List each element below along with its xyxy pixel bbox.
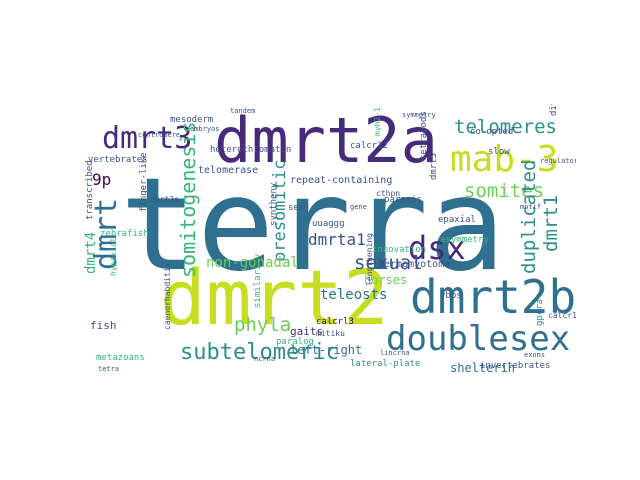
word-regulatory: regulatory (540, 157, 576, 165)
word-doublesex: doublesex (386, 319, 571, 359)
word-paraxis: paraxis (384, 195, 422, 205)
word-dmrt1: dmrt1 (540, 194, 562, 252)
word-ncrna: ncrna (254, 355, 276, 363)
word-lengthening: lengthening (365, 233, 374, 286)
word-dmrt2b: dmrt2b (410, 270, 576, 324)
word-vertebrates: vertebrates (88, 155, 148, 165)
word-dmrt4: dmrt4 (83, 231, 99, 274)
word-terra: terra (120, 151, 506, 300)
word-symmetry: symmetry (402, 111, 436, 119)
word-asymmetry: asymmetry (440, 235, 489, 245)
word-invertebrates: invertebrates (480, 361, 551, 371)
word-telomeres: telomeres (454, 116, 557, 138)
word-centromere: centromere (138, 131, 181, 139)
word-calcr1: calcr1 (548, 311, 576, 320)
word-dmrt2: dmrt2 (160, 253, 389, 342)
word-teleosts: teleosts (320, 287, 388, 303)
word-gaits: gaits (290, 325, 324, 338)
word-myh2-1: myh2-1 (373, 107, 382, 136)
word-subtelomeric: subtelomeric (180, 340, 339, 365)
word-mab-3: mab-3 (450, 139, 559, 180)
word-telomerase: telomerase (198, 165, 259, 176)
word-somites: somites (464, 180, 545, 202)
word-metazoans: metazoans (96, 353, 145, 363)
word-duplicated: duplicated (518, 159, 540, 274)
word-gene: gene (350, 203, 367, 211)
word-hypaxial: hypaxial (109, 237, 118, 276)
word-phyla: phyla (234, 314, 292, 336)
word-sexual: sexual (354, 252, 423, 274)
word-zebrafish: zebrafish (100, 229, 149, 239)
word-dmrta1: dmrta1 (308, 230, 366, 249)
word-cthpn: cthpn (376, 189, 401, 198)
word-lateral-plate: lateral-plate (350, 359, 421, 369)
word-repeat-containing: repeat-containing (290, 175, 393, 186)
word-left-right: left-right (290, 343, 363, 357)
word-shelterin: shelterin (450, 361, 516, 375)
word-heterochromatin: heterochromatin (210, 145, 292, 155)
word-motif: motif (520, 203, 542, 211)
word-dmrt3a: dmrt3a (150, 195, 179, 204)
word-caenorhabditis: caenorhabditis (163, 262, 172, 330)
word-9p: 9p (92, 170, 112, 189)
word-similarity: similarity (253, 253, 263, 308)
word-exons: exons (524, 351, 546, 359)
word-syntheny: syntheny (269, 182, 279, 226)
word-mesoderm: mesoderm (170, 115, 214, 125)
word-finger-like: finger-like (139, 152, 149, 212)
word-non-gonadal: non-gonadal (206, 255, 299, 271)
word-horses: horses (364, 273, 408, 287)
word-dsx: dsx (408, 229, 466, 267)
word-fish: fish (90, 319, 117, 332)
word-tandem: tandem (230, 107, 256, 115)
word-uuaggg: uuaggg (312, 219, 345, 229)
word-dmrt5: dmrt5 (429, 152, 439, 180)
word-divergence: divergence (549, 104, 559, 116)
wordcloud-canvas: terra dmrt2a dmrt2 dmrt2b doublesex mab-… (80, 104, 576, 376)
word-dermomyotome: dermomyotome (378, 259, 451, 270)
word-dmrt2a: dmrt2a (214, 104, 438, 177)
word-somitogenesis: somitogenesis (176, 121, 200, 278)
word-epaxial: epaxial (438, 215, 476, 225)
word-mitiku: mitiku (316, 329, 345, 338)
word-co-opted: co-opted (470, 127, 514, 137)
word-innovation: innovation (372, 245, 427, 255)
word-calcr12: calcr12 (350, 141, 388, 151)
word-embryos: embryos (190, 125, 220, 133)
word-lincrna: lincrna (380, 349, 410, 357)
word-paralog: paralog (276, 337, 314, 347)
word-transcribed: transcribed (85, 160, 95, 220)
word-tetra: tetra (98, 365, 120, 373)
word-dmrt3: dmrt3 (102, 121, 193, 156)
word-slow: slow (488, 147, 510, 157)
word-gpcra: gpcra (535, 298, 545, 326)
word-calcrl3: calcrl3 (316, 317, 354, 327)
word-sex: sex (288, 203, 305, 213)
word-rbps: rbps (440, 291, 462, 301)
